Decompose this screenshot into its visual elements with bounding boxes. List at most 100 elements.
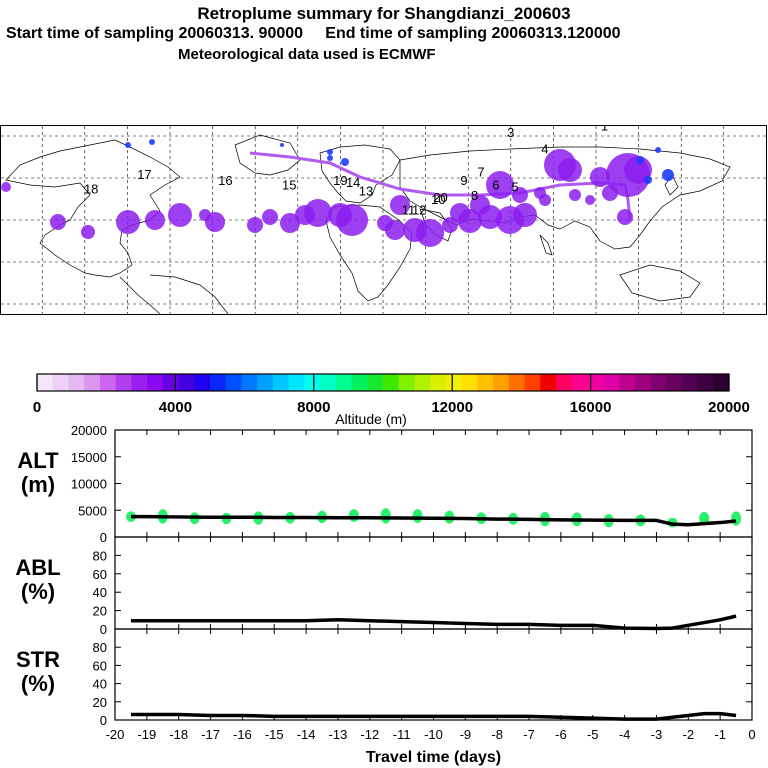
plume-circle-high <box>655 147 661 153</box>
colorbar-swatch <box>241 374 258 391</box>
plume-circle <box>617 209 633 225</box>
plume-day-label: 7 <box>477 165 484 180</box>
plume-circle <box>390 195 410 215</box>
plume-circle <box>295 205 315 225</box>
x-axis-label: Travel time (days) <box>366 749 501 766</box>
colorbar-swatch <box>634 374 651 391</box>
plume-circle <box>602 185 618 201</box>
colorbar-tick-label: 16000 <box>570 399 612 416</box>
chart-title: Retroplume summary for Shangdianzi_20060… <box>197 4 571 23</box>
y-tick-label: 60 <box>93 567 107 582</box>
x-tick-label: -17 <box>201 727 220 742</box>
plume-day-label: 5 <box>511 179 518 194</box>
plume-circle <box>569 189 581 201</box>
plume-circle <box>50 214 66 230</box>
plume-circle <box>280 213 300 233</box>
panels: 05000100001500020000ALT(m)020406080ABL(%… <box>15 423 755 766</box>
colorbar-swatch <box>304 374 321 391</box>
plume-day-label: 4 <box>541 142 548 157</box>
colorbar-swatch <box>587 374 604 391</box>
x-tick-label: -18 <box>169 727 188 742</box>
colorbar-swatch <box>414 374 431 391</box>
y-tick-label: 0 <box>100 713 107 728</box>
colorbar-swatch <box>257 374 274 391</box>
plume-day-label: 13 <box>359 184 373 199</box>
colorbar-swatch <box>37 374 54 391</box>
colorbar-swatch <box>697 374 714 391</box>
x-tick-label: -9 <box>460 727 472 742</box>
colorbar-swatch <box>508 374 526 391</box>
altitude-scatter-cluster <box>380 508 391 524</box>
plume-circle <box>145 210 165 230</box>
plume-day-label: 8 <box>471 188 478 203</box>
panel-ylabel-unit: (%) <box>21 671 55 696</box>
colorbar-swatch <box>320 374 337 391</box>
plume-day-label: 16 <box>218 173 232 188</box>
plume-circle <box>624 156 652 184</box>
plume-circle-high <box>280 143 284 147</box>
x-tick-label: -2 <box>683 727 695 742</box>
colorbar-swatch <box>162 374 180 391</box>
y-tick-label: 60 <box>93 658 107 673</box>
colorbar-swatch <box>115 374 132 391</box>
plume-circle <box>513 203 537 227</box>
x-tick-label: -11 <box>393 727 411 742</box>
panel-frame <box>114 536 753 630</box>
y-tick-label: 10000 <box>71 477 107 492</box>
colorbar-tick-label: 0 <box>33 399 41 416</box>
plume-circle <box>558 158 582 182</box>
x-tick-label: -16 <box>233 727 252 742</box>
plume-circle <box>585 195 595 205</box>
series-line <box>130 614 737 631</box>
x-tick-label: -1 <box>714 727 726 742</box>
altitude-scatter-cluster <box>412 509 423 524</box>
colorbar-swatch <box>666 374 683 391</box>
colorbar-swatch <box>430 374 447 391</box>
colorbar-swatch <box>351 374 368 391</box>
colorbar-tick-label: 20000 <box>708 399 750 416</box>
y-tick-label: 15000 <box>71 450 107 465</box>
colorbar-swatch <box>194 374 211 391</box>
series-line <box>130 711 737 721</box>
colorbar-swatch <box>131 374 148 391</box>
plume-circle-high <box>644 176 652 184</box>
plume-circle <box>328 203 352 227</box>
colorbar-label: Altitude (m) <box>335 411 407 427</box>
plume-day-label: 11 <box>402 203 416 218</box>
y-tick-label: 80 <box>93 548 107 563</box>
colorbar-swatch <box>618 374 636 391</box>
altitude-colorbar: 0 4000 8000 12000 16000 20000 Altitude (m) <box>33 373 750 427</box>
plume-circle <box>81 225 95 239</box>
y-tick-label: 40 <box>93 585 107 600</box>
x-tick-label: -4 <box>619 727 631 742</box>
plume-circle <box>377 215 393 231</box>
plume-day-label: 6 <box>492 177 499 192</box>
panel-ylabel-unit: (%) <box>21 579 55 604</box>
x-tick-label: -7 <box>523 727 535 742</box>
retroplume-map: 1234567891011121314151617181920 <box>0 125 767 315</box>
colorbar-swatches <box>37 374 730 391</box>
plume-circle-high <box>327 155 333 161</box>
plume-day-label: 15 <box>282 177 296 192</box>
colorbar-swatch <box>524 374 541 391</box>
colorbar-swatch <box>461 374 478 391</box>
y-tick-label: 0 <box>100 530 107 545</box>
colorbar-swatch <box>383 374 400 391</box>
panel-ylabel: ALT <box>17 448 59 473</box>
plume-circle <box>199 209 211 221</box>
plume-circles <box>1 139 674 247</box>
panel-frame <box>114 628 753 721</box>
plume-day-label: 1 <box>601 125 608 134</box>
plume-circle <box>442 217 458 233</box>
x-tick-label: 0 <box>748 727 755 742</box>
plume-circle <box>1 182 11 192</box>
x-tick-label: -10 <box>424 727 443 742</box>
colorbar-swatch <box>650 374 667 391</box>
colorbar-swatch <box>272 374 290 391</box>
y-tick-label: 20 <box>93 695 107 710</box>
plume-circle-high <box>636 156 644 164</box>
met-data-line: Meteorological data used is ECMWF <box>178 46 436 63</box>
plume-circle <box>512 187 528 203</box>
sampling-time-line: Start time of sampling 20060313. 90000 E… <box>6 25 621 42</box>
colorbar-swatch <box>603 374 620 391</box>
